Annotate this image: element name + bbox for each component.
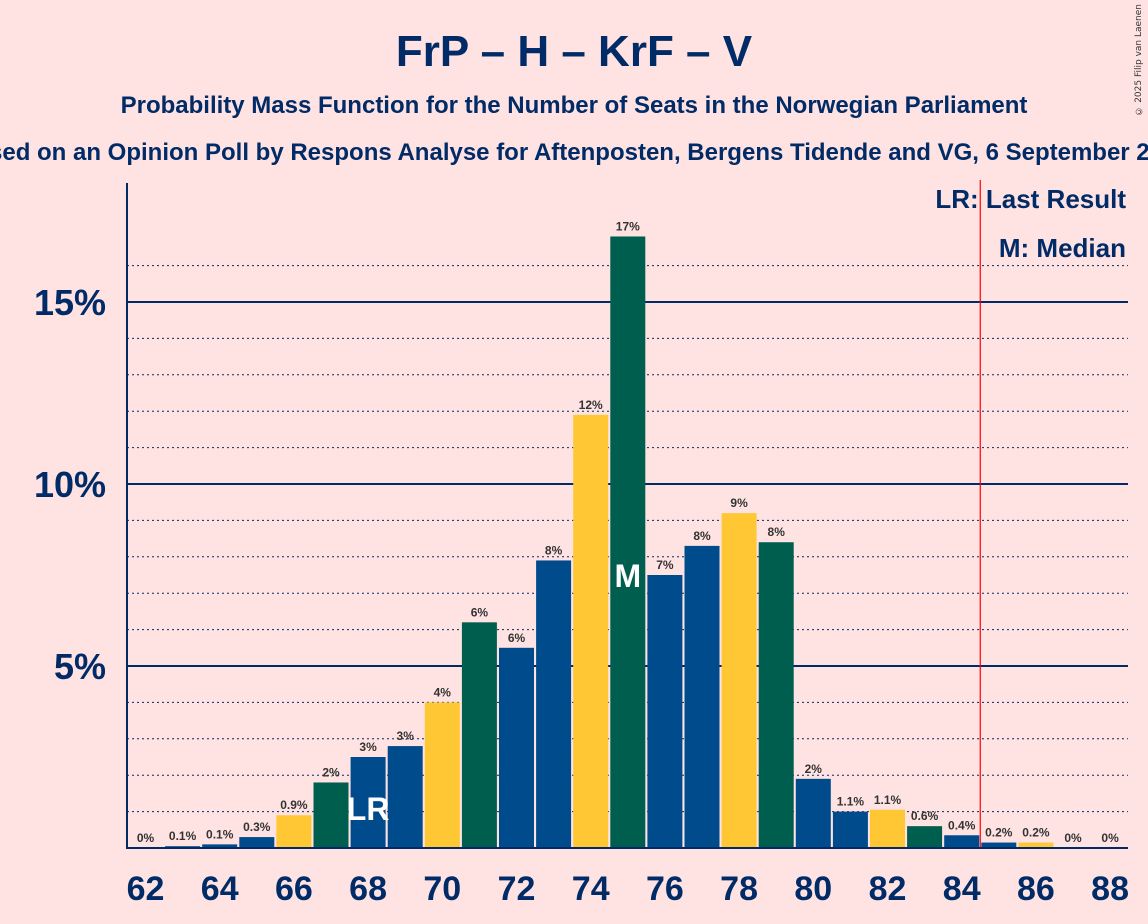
bar [647,575,683,848]
bar [313,782,349,848]
bar-value-label: 0.1% [206,827,234,841]
axes: 5% 10% 15% 62 64 66 68 70 72 74 76 78 80 82 84 86 88 [34,180,1129,908]
x-tick-label: 64 [201,870,239,908]
bar [684,545,720,848]
bar-labels: 0% 0.1% 0.1% 0.3% 0.9% 2% 3% LR 3% 4% 6% 6% 8% 12% 17%… [137,219,1119,845]
bar [424,702,460,848]
bar-value-label: 0% [137,831,155,845]
x-tick-label: 86 [1017,870,1055,908]
bar-value-label: 2% [805,762,823,776]
chart-subtitle-source: Based on an Opinion Poll by Respons Anal… [0,139,1148,166]
bar [981,842,1017,848]
copyright: © 2025 Filip van Laenen [1134,4,1144,116]
median-marker: M [614,558,641,594]
chart-title: FrP – H – KrF – V [396,27,753,76]
x-tick-label: 74 [572,870,610,908]
bars [165,236,1054,849]
last-result-marker: LR [347,791,390,827]
bar-value-label: 12% [579,398,603,412]
y-tick-label: 10% [34,464,106,505]
bar-value-label: 8% [545,543,563,557]
bar-value-label: 1.1% [837,795,865,809]
x-tick-label: 62 [127,870,165,908]
bar-value-label: 0.2% [985,826,1013,840]
bar-value-label: 3% [359,740,377,754]
x-tick-label: 66 [275,870,313,908]
x-tick-label: 88 [1091,870,1129,908]
bar [795,778,831,848]
bar-value-label: 0% [1101,831,1119,845]
bar [202,844,238,848]
bar [610,236,646,849]
y-tick-label: 15% [34,282,106,323]
bar-value-label: 6% [471,605,489,619]
x-tick-label: 78 [720,870,758,908]
bar-value-label: 0.3% [243,820,271,834]
bar-value-label: 0.6% [911,809,939,823]
x-tick-label: 68 [349,870,387,908]
bar-value-label: 0% [1064,831,1082,845]
bar [461,622,497,848]
bar [239,837,275,848]
bar-value-label: 0.1% [169,829,197,843]
x-tick-label: 84 [943,870,981,908]
bar-value-label: 6% [508,631,526,645]
bar [832,811,868,848]
chart-subtitle: Probability Mass Function for the Number… [121,92,1028,119]
bar-value-label: 8% [693,529,711,543]
legend-median: M: Median [999,233,1126,263]
bar-value-label: 0.4% [948,818,976,832]
bar-value-label: 3% [397,729,415,743]
bar [721,513,757,848]
y-tick-label: 5% [54,646,106,687]
bar [758,542,794,848]
x-tick-label: 70 [423,870,461,908]
bar-value-label: 0.2% [1022,826,1050,840]
bar-value-label: 2% [322,765,340,779]
bar-value-label: 7% [656,558,674,572]
x-tick-label: 76 [646,870,684,908]
bar [350,757,386,848]
x-tick-label: 80 [794,870,832,908]
bar [944,835,980,848]
bar-value-label: 9% [730,496,748,510]
bar [1018,842,1054,848]
x-tick-label: 72 [498,870,536,908]
legend-last-result: LR: Last Result [935,184,1126,214]
bar [276,815,312,848]
bar-value-label: 1.1% [874,793,902,807]
bar [387,746,423,848]
bar-value-label: 17% [616,219,640,233]
bar-value-label: 0.9% [280,798,308,812]
bar-value-label: 4% [434,685,452,699]
x-tick-label: 82 [869,870,907,908]
bar [499,647,534,848]
bar [573,414,609,848]
bar [536,560,572,848]
bar [907,826,943,848]
bar-value-label: 8% [768,525,786,539]
bar [870,809,905,848]
